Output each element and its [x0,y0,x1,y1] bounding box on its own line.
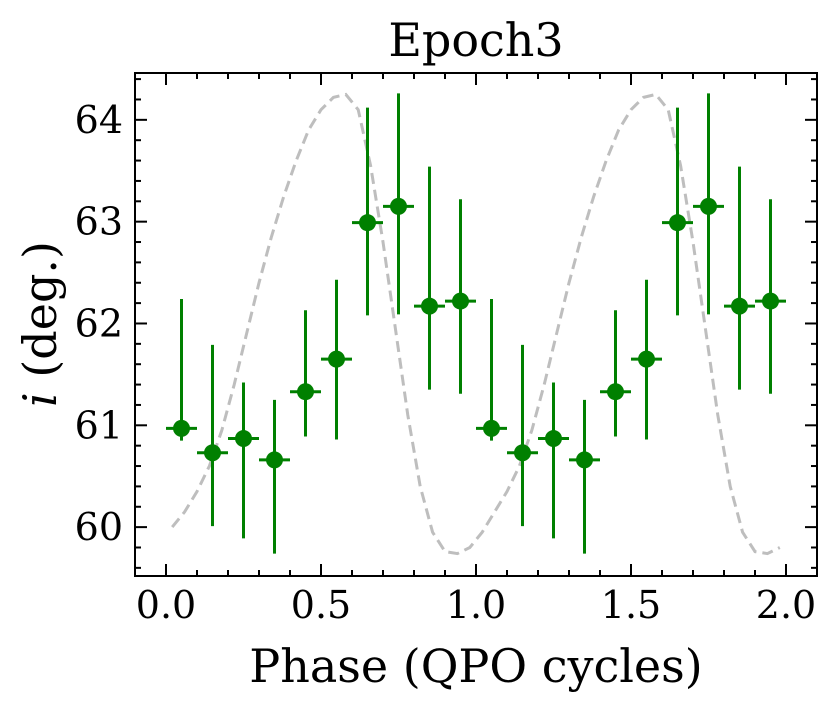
data-point-20 [755,199,786,394]
data-point-19 [724,166,755,390]
data-marker [297,383,314,401]
data-point-6 [321,279,352,440]
y-axis-label-symbol: i [13,392,67,407]
x-tick-label: 0.5 [291,583,351,627]
x-tick-label: 2.0 [756,583,816,627]
data-marker [669,214,686,232]
y-tick-label: 63 [75,200,123,244]
data-point-13 [538,382,569,539]
data-marker [731,297,748,315]
model-curve-layer [171,92,781,556]
data-point-3 [228,382,259,539]
data-point-8 [383,93,414,315]
chart-title: Epoch3 [388,13,563,67]
data-marker [204,444,221,462]
axes-frame [134,72,818,577]
data-marker [762,292,779,310]
x-tick-label: 1.0 [446,583,506,627]
data-marker [483,419,500,437]
data-marker [638,350,655,368]
y-tick-label: 64 [75,98,123,142]
y-tick-label: 62 [75,301,123,345]
data-point-1 [166,299,197,441]
data-marker [266,451,283,469]
data-marker [421,297,438,315]
data-marker [452,292,469,310]
data-marker [173,419,190,437]
y-axis-label: i (deg.) [13,241,67,407]
data-marker [514,444,531,462]
data-point-16 [631,279,662,440]
data-points-layer [166,93,786,554]
data-marker [700,197,717,215]
model-curve-line [171,92,781,556]
y-tick-label: 60 [75,505,123,549]
y-tick-label: 61 [75,403,123,447]
data-point-17 [662,107,693,316]
data-point-4 [259,399,290,554]
data-point-14 [569,399,600,554]
data-marker [359,214,376,232]
data-marker [328,350,345,368]
data-marker [576,451,593,469]
data-marker [235,430,252,448]
x-axis-label: Phase (QPO cycles) [249,639,702,693]
data-point-15 [600,310,631,437]
data-point-18 [693,93,724,315]
data-point-7 [352,107,383,316]
data-marker [545,430,562,448]
data-point-12 [507,344,538,527]
data-point-9 [414,166,445,390]
axes-layer: 0.0 0.5 1.0 1.5 2.0 60 61 62 63 64 [75,72,818,627]
data-point-11 [476,299,507,441]
data-marker [607,383,624,401]
data-point-5 [290,310,321,437]
x-tick-label: 1.5 [601,583,661,627]
data-point-10 [445,199,476,394]
plot-area: 0.0 0.5 1.0 1.5 2.0 60 61 62 63 64 [75,72,818,627]
data-point-2 [197,344,228,527]
data-marker [390,197,407,215]
x-tick-label: 0.0 [136,583,196,627]
y-axis-label-unit: (deg.) [13,241,67,392]
